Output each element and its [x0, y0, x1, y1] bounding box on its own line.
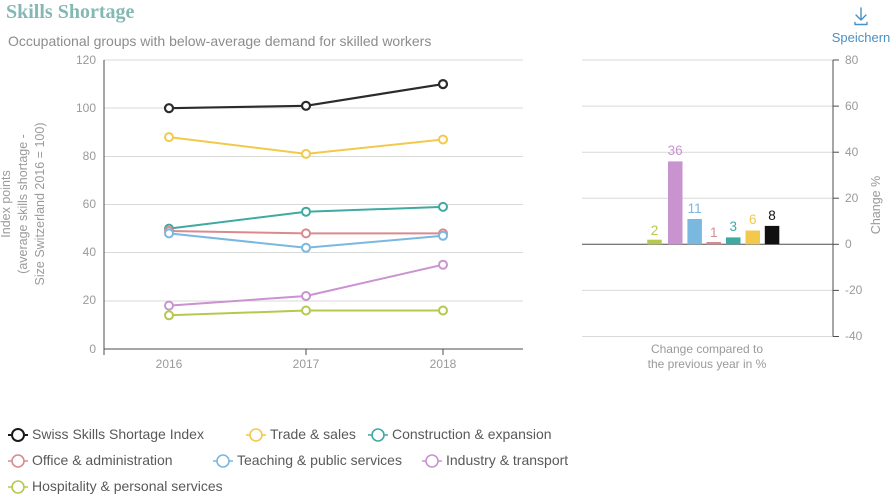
svg-text:2016: 2016 — [156, 357, 183, 371]
svg-text:(average skills shortage -: (average skills shortage - — [16, 134, 30, 274]
svg-text:2018: 2018 — [430, 357, 457, 371]
svg-text:0: 0 — [845, 237, 852, 251]
svg-text:Swiss Skills Shortage Index: Swiss Skills Shortage Index — [32, 426, 204, 442]
svg-text:Teaching & public services: Teaching & public services — [237, 452, 402, 468]
svg-text:40: 40 — [83, 245, 97, 259]
svg-text:2017: 2017 — [293, 357, 320, 371]
svg-text:60: 60 — [83, 197, 97, 211]
svg-text:120: 120 — [76, 53, 96, 67]
svg-text:11: 11 — [688, 201, 702, 216]
svg-text:-40: -40 — [845, 329, 863, 343]
svg-text:2: 2 — [651, 223, 659, 238]
svg-text:Office & administration: Office & administration — [32, 452, 173, 468]
svg-text:60: 60 — [845, 99, 859, 113]
svg-text:Industry & transport: Industry & transport — [446, 452, 568, 468]
svg-text:20: 20 — [845, 191, 859, 205]
svg-text:the previous year in %: the previous year in % — [648, 357, 767, 371]
svg-text:1: 1 — [710, 225, 718, 240]
svg-text:Construction & expansion: Construction & expansion — [392, 426, 552, 442]
svg-text:Change %: Change % — [869, 176, 883, 234]
svg-text:20: 20 — [83, 293, 97, 307]
svg-text:80: 80 — [83, 149, 97, 163]
svg-text:6: 6 — [749, 212, 757, 227]
svg-text:80: 80 — [845, 53, 859, 67]
svg-text:3: 3 — [729, 219, 737, 234]
svg-text:Trade & sales: Trade & sales — [270, 426, 356, 442]
svg-text:36: 36 — [668, 143, 683, 158]
svg-text:Hospitality & personal service: Hospitality & personal services — [32, 478, 223, 494]
svg-text:Index points: Index points — [0, 170, 13, 237]
svg-text:8: 8 — [768, 208, 776, 223]
svg-text:-20: -20 — [845, 283, 863, 297]
svg-text:0: 0 — [89, 342, 96, 356]
svg-text:40: 40 — [845, 145, 859, 159]
svg-text:Size Switzerland 2016 = 100): Size Switzerland 2016 = 100) — [33, 123, 47, 286]
svg-text:Change compared to: Change compared to — [651, 342, 763, 356]
svg-text:100: 100 — [76, 101, 96, 115]
